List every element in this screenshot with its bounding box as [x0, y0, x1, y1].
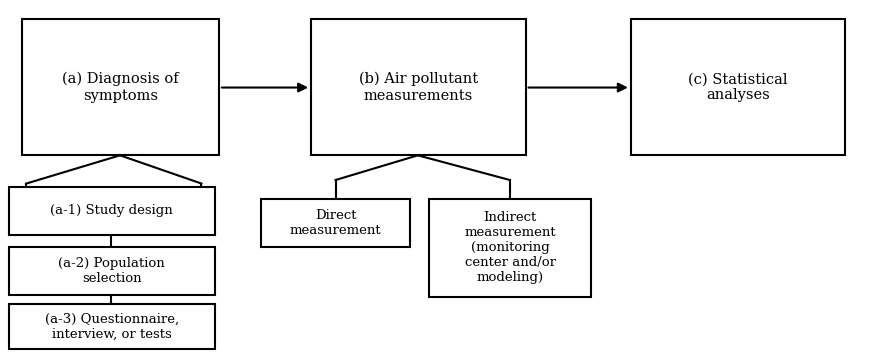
- Text: Direct
measurement: Direct measurement: [290, 209, 381, 237]
- Text: (a) Diagnosis of
symptoms: (a) Diagnosis of symptoms: [62, 72, 179, 103]
- FancyBboxPatch shape: [9, 247, 215, 295]
- FancyBboxPatch shape: [261, 199, 410, 247]
- Text: (a-3) Questionnaire,
interview, or tests: (a-3) Questionnaire, interview, or tests: [45, 312, 179, 341]
- Text: (a-1) Study design: (a-1) Study design: [50, 204, 173, 217]
- Text: (a-2) Population
selection: (a-2) Population selection: [59, 257, 165, 285]
- FancyBboxPatch shape: [9, 304, 215, 349]
- FancyBboxPatch shape: [9, 187, 215, 235]
- FancyBboxPatch shape: [429, 199, 591, 297]
- Text: (c) Statistical
analyses: (c) Statistical analyses: [689, 72, 788, 102]
- FancyBboxPatch shape: [631, 19, 845, 155]
- FancyBboxPatch shape: [311, 19, 526, 155]
- FancyBboxPatch shape: [22, 19, 219, 155]
- Text: Indirect
measurement
(monitoring
center and/or
modeling): Indirect measurement (monitoring center …: [464, 211, 556, 285]
- Text: (b) Air pollutant
measurements: (b) Air pollutant measurements: [359, 72, 477, 103]
